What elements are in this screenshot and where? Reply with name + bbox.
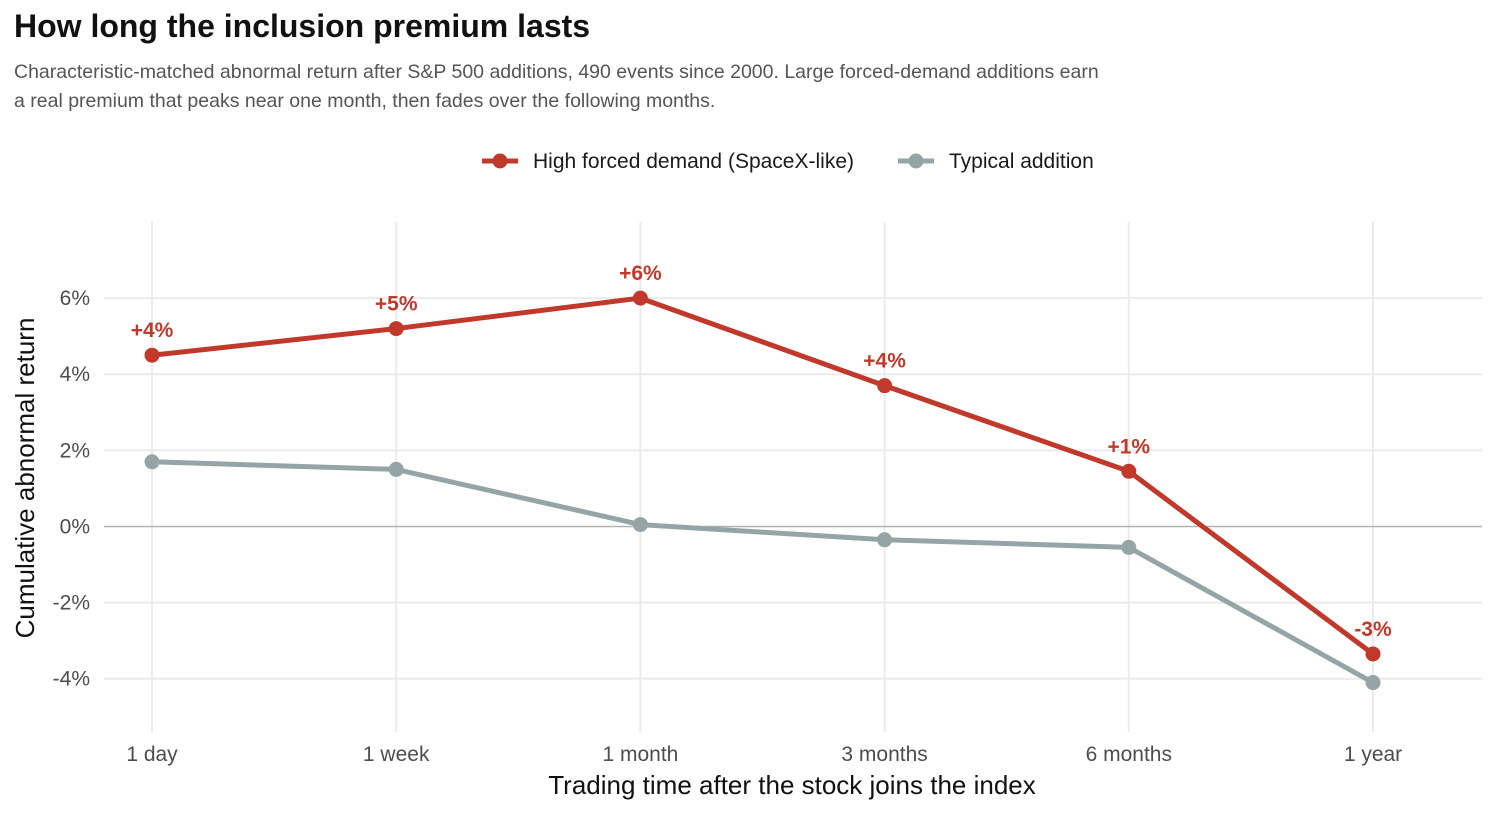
legend-label: Typical addition: [949, 150, 1094, 173]
x-tick-label: 1 year: [1344, 743, 1402, 766]
data-point: [877, 532, 893, 548]
x-axis-title: Trading time after the stock joins the i…: [548, 770, 1036, 800]
data-label: -3%: [1354, 618, 1392, 641]
data-point: [877, 378, 893, 394]
data-label: +4%: [863, 350, 906, 373]
series-line: [149, 459, 1376, 686]
y-axis-ticks: -4% -2% 0% 2% 4% 6%: [53, 287, 90, 691]
data-label: +5%: [375, 293, 418, 316]
series-layer: [144, 290, 1381, 691]
x-tick-label: 1 week: [363, 743, 430, 766]
y-axis-title: Cumulative abnormal return: [10, 318, 40, 639]
data-label: +1%: [1107, 435, 1150, 458]
grid-lines: [104, 222, 1482, 732]
data-point: [1365, 675, 1381, 691]
y-tick-label: 2%: [60, 439, 90, 462]
data-point: [632, 290, 648, 306]
y-tick-label: 4%: [60, 363, 90, 386]
x-tick-label: 6 months: [1086, 743, 1172, 766]
y-tick-label: -2%: [53, 592, 90, 615]
legend: High forced demand (SpaceX-like) Typical …: [482, 150, 1094, 173]
x-tick-label: 1 day: [126, 743, 178, 766]
series-line: [149, 295, 1376, 657]
y-tick-label: 6%: [60, 287, 90, 310]
x-tick-label: 3 months: [841, 743, 927, 766]
legend-swatch-point: [908, 153, 924, 169]
x-axis-ticks: 1 day 1 week 1 month 3 months 6 months 1 year: [126, 743, 1402, 766]
data-labels: +4% +5% +6% +4% +1% -3%: [131, 262, 1392, 641]
data-label: +6%: [619, 262, 662, 285]
data-point: [388, 321, 404, 337]
legend-label: High forced demand (SpaceX-like): [533, 150, 854, 173]
data-point: [1365, 646, 1381, 662]
data-point: [144, 454, 160, 470]
x-tick-label: 1 month: [602, 743, 678, 766]
y-tick-label: -4%: [53, 668, 90, 691]
chart-title: How long the inclusion premium lasts: [14, 8, 591, 44]
data-point: [1121, 539, 1137, 555]
y-tick-label: 0%: [60, 515, 90, 538]
data-point: [632, 517, 648, 533]
data-point: [1121, 463, 1137, 479]
data-point: [388, 461, 404, 477]
data-point: [144, 347, 160, 363]
chart-subtitle: Characteristic-matched abnormal return a…: [14, 61, 1099, 112]
data-label: +4%: [131, 319, 174, 342]
legend-swatch-point: [492, 153, 508, 169]
